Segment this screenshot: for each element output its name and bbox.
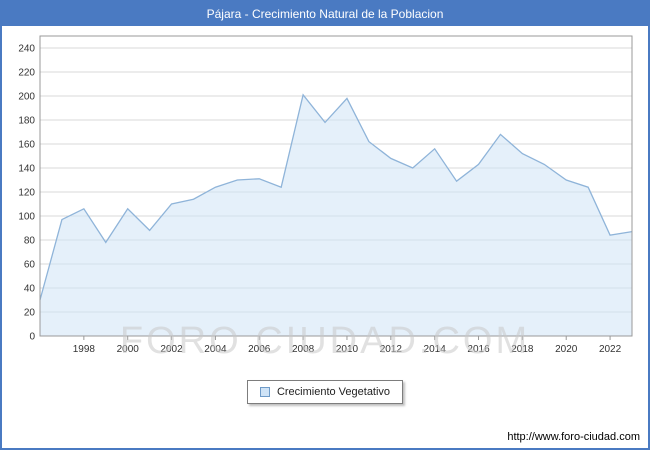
svg-text:240: 240 [18,44,35,55]
svg-text:2004: 2004 [204,344,227,355]
series-line [39,93,633,301]
svg-text:1998: 1998 [73,344,96,355]
chart-svg: 0 20 40 60 80 100 120 140 160 180 200 220 240 1998 200… [18,35,633,355]
legend-swatch-icon [259,387,270,397]
svg-text:120: 120 [18,188,35,199]
plot-border [39,35,633,337]
svg-text:2016: 2016 [467,344,490,355]
y-axis-labels: 0 20 40 60 80 100 120 140 160 180 200 220 240 [18,44,35,343]
svg-text:2008: 2008 [292,344,315,355]
svg-text:100: 100 [18,212,35,223]
svg-text:180: 180 [18,116,35,127]
chart-title-bar: Pájara - Crecimiento Natural de la Pobla… [2,2,648,26]
series-area [40,94,632,336]
svg-text:200: 200 [18,92,35,103]
svg-text:40: 40 [24,284,36,295]
legend-label: Crecimiento Vegetativo [276,386,391,398]
svg-text:140: 140 [18,164,35,175]
svg-text:160: 160 [18,140,35,151]
svg-text:2022: 2022 [599,344,622,355]
svg-text:2000: 2000 [117,344,140,355]
svg-text:60: 60 [24,260,36,271]
chart-area: 0 20 40 60 80 100 120 140 160 180 200 220 240 1998 200… [2,26,648,366]
svg-text:80: 80 [24,236,36,247]
svg-text:2006: 2006 [248,344,271,355]
legend-row: Crecimiento Vegetativo [2,380,648,404]
svg-text:2010: 2010 [336,344,359,355]
footer-url-link[interactable]: http://www.foro-ciudad.com [507,431,640,443]
svg-text:0: 0 [29,332,35,343]
svg-text:2014: 2014 [424,344,447,355]
svg-text:2012: 2012 [380,344,403,355]
svg-text:20: 20 [24,308,36,319]
x-axis-labels: 1998 2000 2002 2004 2006 2008 2010 2012 2014 2016… [73,336,622,355]
svg-text:2018: 2018 [511,344,534,355]
svg-text:2020: 2020 [555,344,578,355]
svg-text:2002: 2002 [160,344,183,355]
svg-text:220: 220 [18,68,35,79]
legend-item-crecimiento-vegetativo[interactable]: Crecimiento Vegetativo [246,380,404,404]
chart-title: Pájara - Crecimiento Natural de la Pobla… [206,7,444,21]
